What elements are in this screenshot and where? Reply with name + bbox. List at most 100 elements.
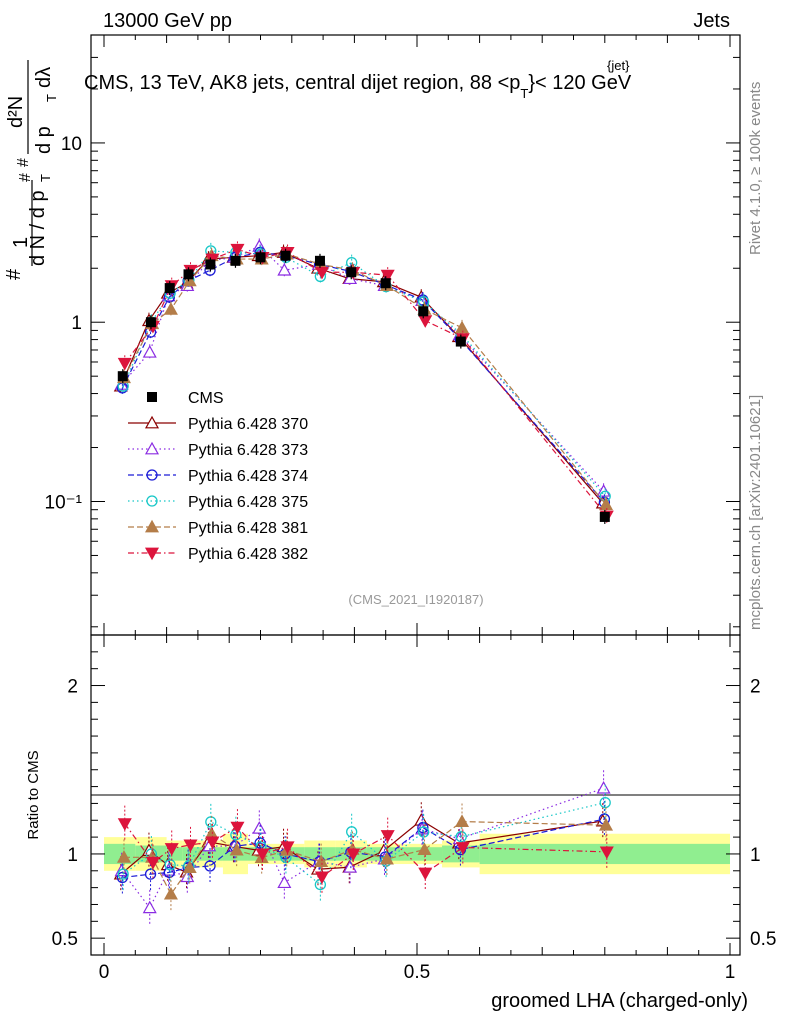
ratio-point — [205, 836, 220, 850]
cms-point — [145, 317, 156, 328]
cms-point — [230, 255, 241, 266]
ratio-point — [164, 843, 179, 856]
ratio-point — [455, 842, 470, 855]
ylabel-d2N: d²N — [5, 96, 27, 128]
legend-marker — [146, 469, 158, 481]
mcplots-label: mcplots.cern.ch [arXiv:2401.10621] — [747, 395, 764, 630]
legend-label: Pythia 6.428 374 — [188, 468, 308, 485]
series-line — [123, 253, 607, 506]
ratio-axis-label: Ratio to CMS — [25, 750, 42, 839]
ratio-point — [204, 860, 216, 872]
analysis-watermark: (CMS_2021_I1920187) — [348, 592, 483, 607]
series-point — [277, 262, 292, 276]
legend-marker — [144, 547, 160, 561]
ratio-point — [596, 780, 611, 794]
legend-label: Pythia 6.428 373 — [188, 442, 308, 459]
ylabel-dN: d N / d p — [27, 190, 49, 266]
ylabel-T2: T — [44, 94, 59, 102]
legend-marker — [144, 415, 160, 429]
ylabel-dpT: d p — [33, 126, 55, 154]
ratio-point — [230, 821, 245, 835]
ratio-series — [113, 770, 614, 926]
x-tick-label: 1 — [725, 962, 736, 983]
series-line — [122, 250, 606, 497]
cms-point — [418, 306, 429, 317]
legend-label: Pythia 6.428 375 — [188, 494, 308, 511]
header-left: 13000 GeV pp — [103, 10, 232, 32]
cms-point — [117, 371, 128, 382]
cms-point — [183, 269, 194, 280]
ratio-point — [117, 818, 132, 831]
series-point — [230, 243, 245, 257]
cms-point — [280, 250, 291, 261]
legend-label: Pythia 6.428 381 — [188, 520, 308, 537]
ratio-point — [205, 816, 217, 828]
series-point — [418, 315, 433, 328]
x-axis-label: groomed LHA (charged-only) — [491, 990, 748, 1012]
ratio-point — [116, 850, 131, 863]
ylabel-one: 1 — [10, 237, 32, 248]
ratio-point — [164, 859, 176, 871]
ratio-y-tick-label: 0.5 — [52, 929, 78, 950]
ratio-point — [418, 826, 430, 838]
ratio-point — [418, 867, 433, 881]
cms-point — [164, 283, 175, 294]
rivet-label: Rivet 4.1.0, ≥ 100k events — [747, 82, 764, 255]
series-point — [142, 345, 157, 358]
ratio-point — [145, 856, 160, 870]
ratio-frame — [90, 634, 741, 956]
ratio-y-tick-label-right: 0.5 — [750, 929, 776, 950]
x-tick-label: 0 — [99, 962, 110, 983]
ratio-point — [417, 821, 429, 834]
ratio-point — [277, 875, 292, 889]
ratio-point — [346, 848, 361, 862]
plot-title: CMS, 13 TeV, AK8 jets, central dijet reg… — [84, 72, 632, 101]
x-tick-label: 0.5 — [404, 962, 430, 983]
y-tick-label: 1 — [71, 313, 82, 334]
ratio-point — [380, 830, 395, 843]
ratio-point — [163, 866, 175, 879]
plot-title-main: CMS, 13 TeV, AK8 jets, central dijet reg… — [84, 72, 520, 94]
y-tick-label: 10 — [61, 134, 82, 155]
ratio-line — [123, 820, 607, 896]
legend-label: Pythia 6.428 370 — [188, 416, 308, 433]
ratio-point — [598, 817, 614, 831]
ratio-point — [599, 796, 611, 809]
ratio-point — [314, 871, 329, 885]
ratio-point — [163, 886, 178, 900]
ratio-point — [455, 831, 467, 843]
cms-data-points — [117, 248, 610, 524]
axis-ticks: 0 0.5 1 10⁻¹ 1 10 0.5 0.5 1 1 2 2 — [45, 34, 776, 983]
series-point — [380, 269, 395, 283]
ratio-y-tick-label: 2 — [67, 677, 78, 698]
ratio-point — [280, 841, 295, 855]
ratio-line — [122, 802, 606, 886]
ratio-y-tick-label-right: 1 — [750, 845, 761, 866]
ratio-point — [346, 826, 358, 838]
ratio-point — [142, 900, 157, 914]
header-right: Jets — [693, 10, 730, 32]
cms-point — [255, 252, 266, 263]
ratio-point — [144, 868, 157, 880]
cms-point — [346, 267, 357, 278]
ratio-point — [182, 860, 197, 874]
y-axis-label: # 1 d N / d p T # # d²N d p T dλ — [3, 60, 59, 280]
band-stat — [304, 847, 336, 861]
cms-point — [455, 336, 466, 347]
ratio-point — [314, 854, 329, 868]
ratio-line — [124, 823, 607, 878]
ylabel-T1: T — [38, 174, 53, 182]
series-point — [182, 273, 197, 287]
legend-marker — [144, 441, 160, 455]
ratio-point — [255, 848, 270, 862]
plot-title-sub: T — [520, 86, 528, 101]
ratio-point — [599, 846, 614, 860]
series-line — [121, 251, 605, 503]
ratio-point — [379, 851, 394, 865]
series-point — [117, 357, 132, 371]
plot-title-sup: {jet} — [607, 58, 630, 73]
cms-point — [380, 278, 391, 289]
band-stat — [442, 845, 480, 863]
legend-marker — [144, 519, 160, 533]
ratio-point — [117, 868, 129, 880]
